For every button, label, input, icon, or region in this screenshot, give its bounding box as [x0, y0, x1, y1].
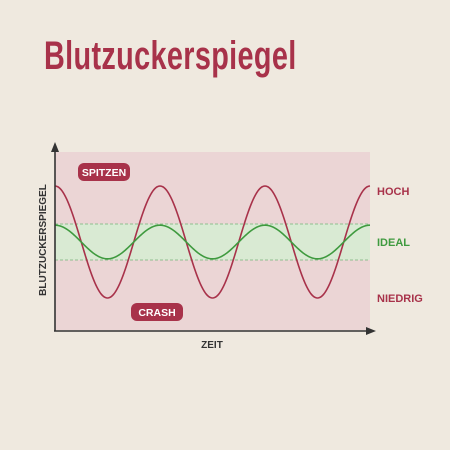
series-line-blood-sugar-swings	[54, 185, 371, 299]
x-axis-label: ZEIT	[201, 340, 223, 351]
peaks-badge	[78, 163, 130, 181]
page-title: Blutzuckerspiegel	[44, 34, 297, 78]
x-axis-arrow	[366, 327, 376, 335]
ideal-band	[55, 224, 370, 260]
crash-badge-label: CRASH	[138, 307, 175, 319]
crash-badge	[131, 303, 183, 321]
peaks-badge-label: SPITZEN	[82, 167, 126, 179]
y-axis-label: BLUTZUCKERSPIEGEL	[38, 184, 49, 296]
y-axis-arrow	[51, 142, 59, 152]
zone-label-high: HOCH	[377, 186, 409, 198]
zone-label-low: NIEDRIG	[377, 293, 423, 305]
series-line-ideal	[54, 224, 371, 260]
zone-label-ideal: IDEAL	[377, 237, 410, 249]
